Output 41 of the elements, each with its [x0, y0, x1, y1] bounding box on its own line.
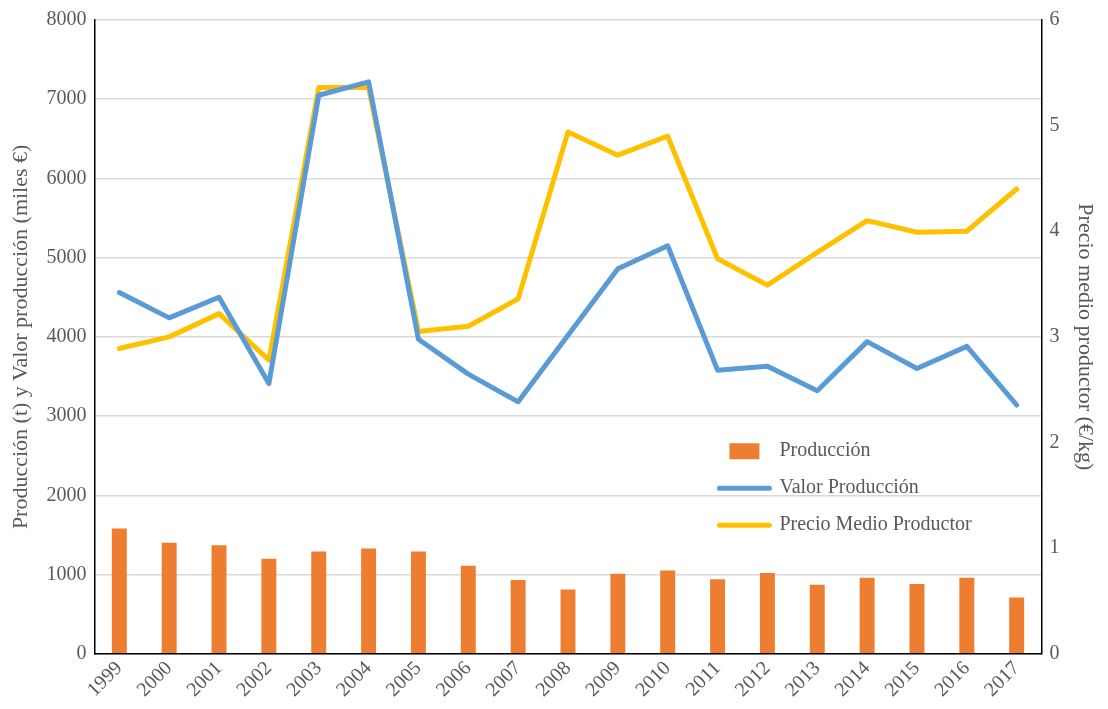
y2-tick-label: 2 — [1049, 429, 1060, 452]
x-tick-label: 2011 — [680, 656, 725, 700]
bar — [959, 577, 975, 653]
y-tick-label: 5000 — [46, 244, 87, 267]
y-axis-title: Producción (t) y Valor producción (miles €) — [6, 144, 32, 530]
y-tick-label: 1000 — [46, 561, 87, 584]
bar — [361, 548, 377, 653]
bar — [111, 528, 127, 653]
y2-tick-label: 6 — [1049, 7, 1060, 30]
bar — [610, 573, 626, 653]
legend-label: Valor Producción — [779, 475, 919, 498]
bar — [809, 584, 825, 653]
legend-label: Producción — [779, 438, 871, 461]
bar — [909, 584, 925, 653]
y2-tick-label: 3 — [1049, 324, 1060, 347]
y2-tick-label: 5 — [1049, 112, 1060, 135]
bar — [759, 572, 775, 653]
bar — [261, 558, 277, 653]
y2-tick-label: 0 — [1049, 641, 1060, 663]
bar — [710, 579, 726, 653]
bar — [1009, 597, 1025, 653]
bar — [410, 551, 426, 653]
bar — [859, 577, 875, 653]
bar — [311, 551, 327, 653]
y-tick-label: 3000 — [46, 403, 87, 426]
y-tick-label: 4000 — [46, 324, 87, 347]
y-tick-label: 7000 — [46, 86, 87, 109]
y-tick-label: 8000 — [46, 7, 87, 30]
bar — [161, 542, 177, 653]
y2-tick-label: 1 — [1049, 535, 1060, 558]
y-tick-label: 2000 — [46, 482, 87, 505]
y2-tick-label: 4 — [1049, 218, 1060, 241]
bar — [460, 565, 476, 653]
y-tick-label: 0 — [76, 641, 87, 663]
bar — [211, 545, 227, 653]
legend-label: Precio Medio Productor — [779, 512, 972, 535]
y2-axis-title: Precio medio productor (€/kg) — [1074, 203, 1100, 471]
bar — [510, 580, 526, 653]
bar — [560, 589, 576, 653]
bar — [660, 570, 676, 653]
y-tick-label: 6000 — [46, 165, 87, 188]
